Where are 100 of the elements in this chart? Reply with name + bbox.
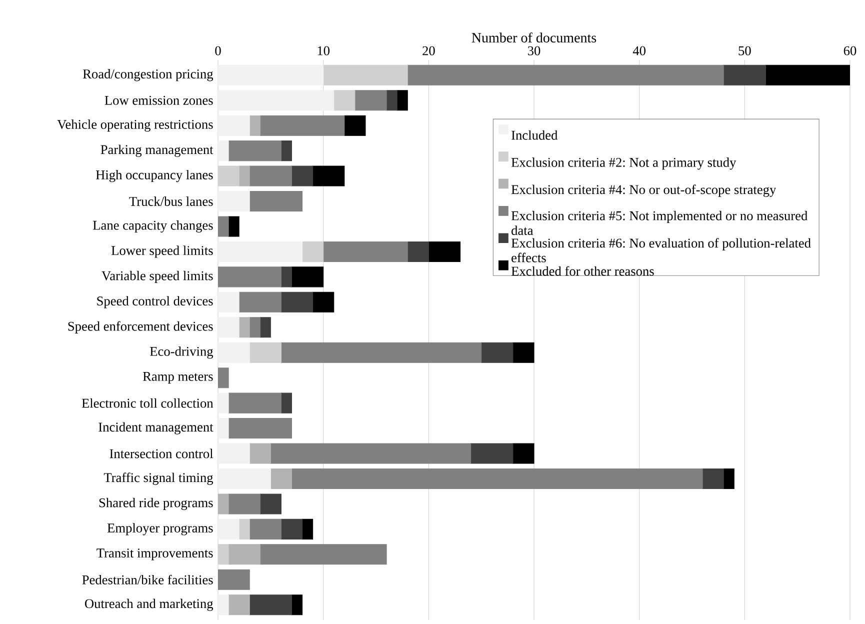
bar (228, 216, 240, 237)
bar (218, 64, 324, 86)
bar (280, 518, 303, 540)
bar (218, 342, 250, 363)
y-tick-label: Parking management (100, 144, 214, 157)
bar (280, 140, 292, 162)
legend-label: Included (512, 130, 558, 140)
bar (280, 342, 482, 363)
bar (249, 342, 282, 363)
bar (218, 190, 250, 212)
x-tick-label: 50 (738, 46, 751, 56)
bar (238, 292, 282, 312)
y-tick-label: High occupancy lanes (96, 170, 213, 182)
bar (396, 90, 408, 111)
bar (249, 190, 303, 212)
bar (238, 317, 250, 338)
bar (218, 90, 334, 111)
y-tick-label: Vehicle operating restrictions (57, 120, 213, 132)
bar (218, 368, 229, 388)
bar (228, 140, 282, 162)
bar (238, 518, 250, 540)
bar (249, 443, 271, 464)
legend-label: Exclusion criteria #2: Not a primary study (511, 158, 736, 170)
bar (386, 90, 398, 111)
bar (723, 468, 734, 489)
bar (702, 468, 724, 489)
y-tick-label: Low emission zones (104, 96, 213, 105)
bar (270, 443, 472, 464)
bar (428, 241, 461, 262)
bar (218, 418, 229, 439)
bar (334, 90, 356, 111)
y-tick-label: Ramp meters (142, 372, 213, 384)
y-tick-label: Lane capacity changes (93, 220, 213, 233)
bar (291, 468, 703, 489)
bar (260, 115, 345, 136)
x-tick-label: 0 (215, 46, 221, 56)
bar (260, 494, 282, 514)
y-tick-label: Employer programs (107, 523, 213, 536)
legend-label: Exclusion criteria #4: No or out-of-scope strategy (511, 184, 776, 197)
bar (228, 544, 260, 565)
bar (323, 64, 408, 86)
y-tick-label: Truck/bus lanes (129, 196, 213, 206)
bar (470, 443, 514, 464)
bar (228, 392, 282, 414)
bar (218, 140, 229, 162)
bar (218, 594, 229, 616)
bar (512, 443, 534, 464)
bar (218, 443, 250, 464)
y-tick-label: Electronic toll collection (82, 398, 214, 408)
bar (218, 115, 250, 136)
bar (512, 342, 534, 363)
bar (218, 266, 282, 288)
x-tick-label: 40 (632, 46, 646, 56)
y-tick-label: Incident management (98, 422, 214, 434)
bar (228, 494, 260, 514)
bar (291, 266, 324, 288)
x-tick-label: 60 (844, 46, 856, 56)
bar (238, 166, 250, 186)
x-tick-label: 10 (318, 46, 330, 56)
y-tick-label: Speed enforcement devices (68, 321, 213, 334)
bar (291, 594, 303, 616)
bar (280, 292, 314, 312)
y-tick-label: Intersection control (110, 448, 214, 458)
y-tick-label: Lower speed limits (111, 246, 213, 258)
bar (312, 292, 334, 312)
y-tick-label: Variable speed limits (102, 270, 213, 283)
legend-label: Exclusion criteria #6: No evaluation of pollution-related effects (511, 238, 811, 262)
bar (218, 392, 229, 414)
y-tick-label: Road/congestion pricing (82, 69, 214, 82)
bar (218, 569, 250, 590)
bar (302, 241, 324, 262)
bar (249, 518, 282, 540)
bar (249, 166, 292, 186)
bar (228, 418, 292, 439)
bar (260, 544, 387, 565)
y-tick-label: Speed control devices (97, 296, 213, 308)
x-axis-title: Number of documents (472, 32, 596, 42)
y-tick-label: Eco-driving (150, 346, 214, 359)
y-tick-label: Outreach and marketing (85, 598, 214, 611)
bar (407, 241, 429, 262)
bar (218, 216, 229, 237)
bar (354, 90, 387, 111)
bar (218, 241, 303, 262)
bar (280, 266, 292, 288)
bar (481, 342, 514, 363)
legend-label: Exclusion criteria #5: Not implemented or no measured data (511, 210, 808, 235)
y-tick-label: Traffic signal timing (104, 472, 214, 485)
bar (218, 317, 240, 338)
bar (765, 64, 850, 86)
bar (723, 64, 766, 86)
bar (249, 594, 292, 616)
x-tick-label: 30 (528, 46, 540, 56)
bar (312, 166, 345, 186)
legend-label: Excluded for other reasons (511, 266, 654, 276)
bar (218, 468, 271, 489)
y-tick-label: Shared ride programs (99, 498, 213, 510)
bar (218, 518, 240, 540)
y-tick-label: Pedestrian/bike facilities (82, 574, 213, 584)
bar (302, 518, 314, 540)
bar (344, 115, 366, 136)
